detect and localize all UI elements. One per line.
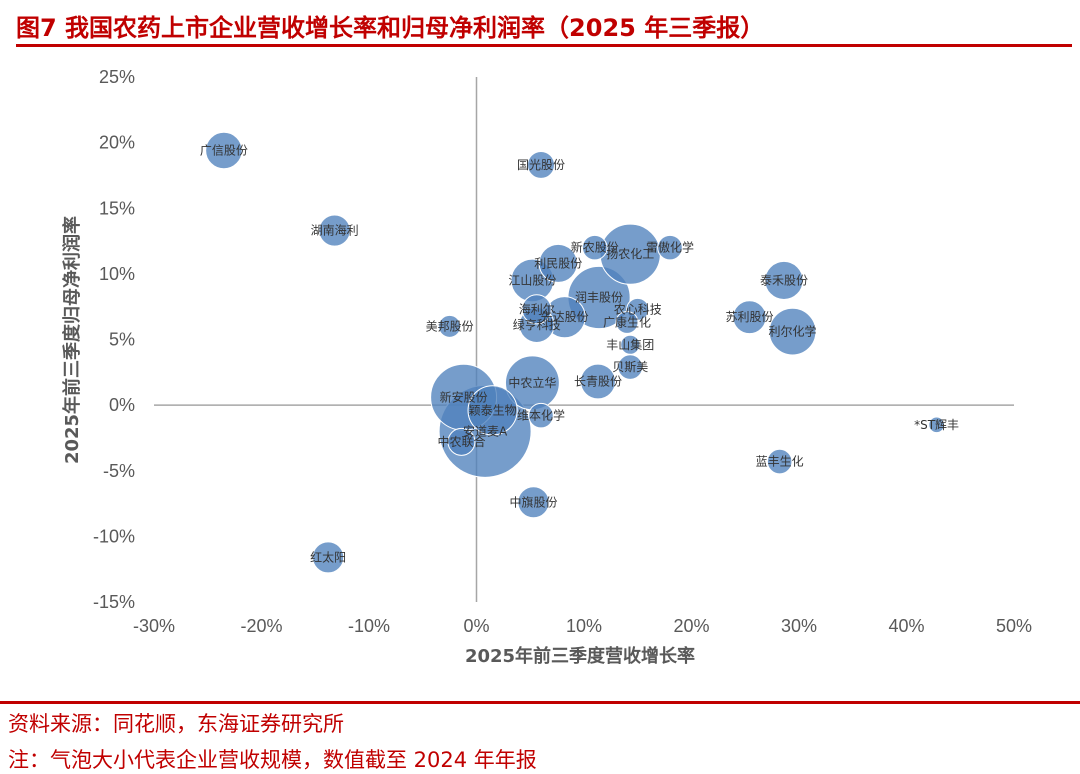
x-tick-label: 20% — [673, 616, 709, 636]
bubble-size-note: 注：气泡大小代表企业营收规模，数值截至 2024 年年报 — [8, 748, 537, 772]
bubble-label: 雷傲化学 — [646, 240, 694, 255]
bubble-point — [521, 294, 552, 325]
bubble-label: 江山股份 — [508, 273, 556, 287]
bubble-label: *ST辉丰 — [914, 418, 959, 432]
bubble-label: 利尔化学 — [769, 324, 817, 339]
bubble-point — [580, 363, 616, 400]
bubble-label: 颖泰生物 — [469, 403, 517, 417]
bubble-label: 红太阳 — [310, 549, 346, 564]
x-tick-label: 50% — [996, 616, 1032, 636]
x-tick-label: -20% — [240, 616, 282, 636]
bubble-label: 长青股份 — [574, 375, 622, 389]
y-tick-label: 15% — [99, 198, 135, 218]
x-axis-title: 2025年前三季度营收增长率 — [465, 645, 695, 667]
bubble-point — [527, 150, 555, 179]
x-tick-labels: -30% -20% -10% 0% 10% 20% 30% 40% 50% — [133, 616, 1032, 636]
y-tick-label: 20% — [99, 133, 135, 153]
source-note: 资料来源：同花顺，东海证券研究所 — [8, 712, 344, 736]
bubble-label: 广康生化 — [603, 314, 651, 329]
bubble-label: 利民股份 — [534, 256, 582, 270]
bubble-label: 绿亨科技 — [513, 317, 561, 332]
bubble-point — [615, 310, 639, 334]
bubble-label: 海利尔 — [519, 301, 555, 316]
bubble-point — [620, 334, 641, 355]
bubble-point — [467, 385, 518, 436]
bubble-point — [528, 402, 554, 429]
bubble-point — [657, 234, 683, 261]
x-tick-label: 40% — [888, 616, 924, 636]
bubble-point — [538, 243, 578, 283]
bubble-label: 中农立华 — [508, 375, 556, 390]
bubble-label: 扬农化工 — [606, 246, 654, 261]
bubble-label: 中农联合 — [437, 434, 485, 449]
bubble-point — [517, 486, 550, 519]
bubble-point — [447, 427, 476, 456]
bubble-label: 农心科技 — [614, 302, 662, 316]
bubble-label: 泰禾股份 — [760, 273, 808, 287]
bubble-point — [764, 260, 804, 300]
bubble-point — [318, 214, 351, 247]
bubble-point — [581, 234, 608, 261]
y-tick-label: 25% — [99, 67, 135, 87]
x-tick-label: -10% — [348, 616, 390, 636]
bubble-label: 蓝丰生化 — [756, 455, 804, 469]
bubble-point — [205, 131, 243, 170]
y-tick-label: -15% — [93, 592, 135, 612]
bubble-label: 国光股份 — [517, 158, 565, 172]
y-tick-labels: 25% 20% 15% 10% 5% 0% -5% -10% -15% — [93, 67, 135, 612]
y-tick-label: -10% — [93, 526, 135, 546]
bubble-point — [732, 300, 767, 335]
bubble-label: 新农股份 — [571, 240, 619, 255]
bubble-point — [928, 416, 945, 434]
title-rule — [16, 44, 1072, 47]
bubble-chart: -30% -20% -10% 0% 10% 20% 30% 40% 50% 25% 20% 15% 1… — [61, 67, 1032, 667]
bubble-label: 中旗股份 — [509, 494, 557, 509]
chart-title: 图7 我国农药上市企业营收增长率和归母净利润率（2025 年三季报） — [16, 14, 765, 42]
bubble-point — [312, 541, 345, 574]
bubbles — [205, 131, 945, 574]
x-tick-label: 30% — [781, 616, 817, 636]
y-axis-title: 2025年前三季度归母净利润率 — [61, 216, 83, 464]
bubble-label: 安道麦A — [463, 423, 508, 438]
footer-rule — [0, 701, 1080, 704]
axes — [154, 77, 1014, 602]
bubble-label: 广信股份 — [200, 144, 248, 158]
bubble-label: 先达股份 — [541, 310, 589, 324]
bubble-point — [766, 448, 793, 475]
bubble-label: 维本化学 — [517, 408, 565, 423]
bubble-label: 美邦股份 — [426, 319, 474, 333]
bubble-point — [438, 314, 462, 338]
x-tick-label: 10% — [566, 616, 602, 636]
y-tick-label: -5% — [103, 461, 135, 481]
bubble-label: 润丰股份 — [575, 291, 623, 305]
bubble-label: 新安股份 — [440, 389, 488, 404]
x-tick-label: 0% — [463, 616, 489, 636]
x-tick-label: -30% — [133, 616, 175, 636]
bubble-label: 苏利股份 — [726, 310, 774, 324]
y-tick-label: 10% — [99, 264, 135, 284]
y-tick-label: 0% — [109, 395, 135, 415]
bubble-label: 贝斯美 — [612, 360, 648, 374]
bubble-point — [768, 307, 817, 356]
bubble-label: 丰山集团 — [606, 337, 654, 352]
bubble-label: 湖南海利 — [311, 223, 359, 238]
y-tick-label: 5% — [109, 330, 135, 350]
